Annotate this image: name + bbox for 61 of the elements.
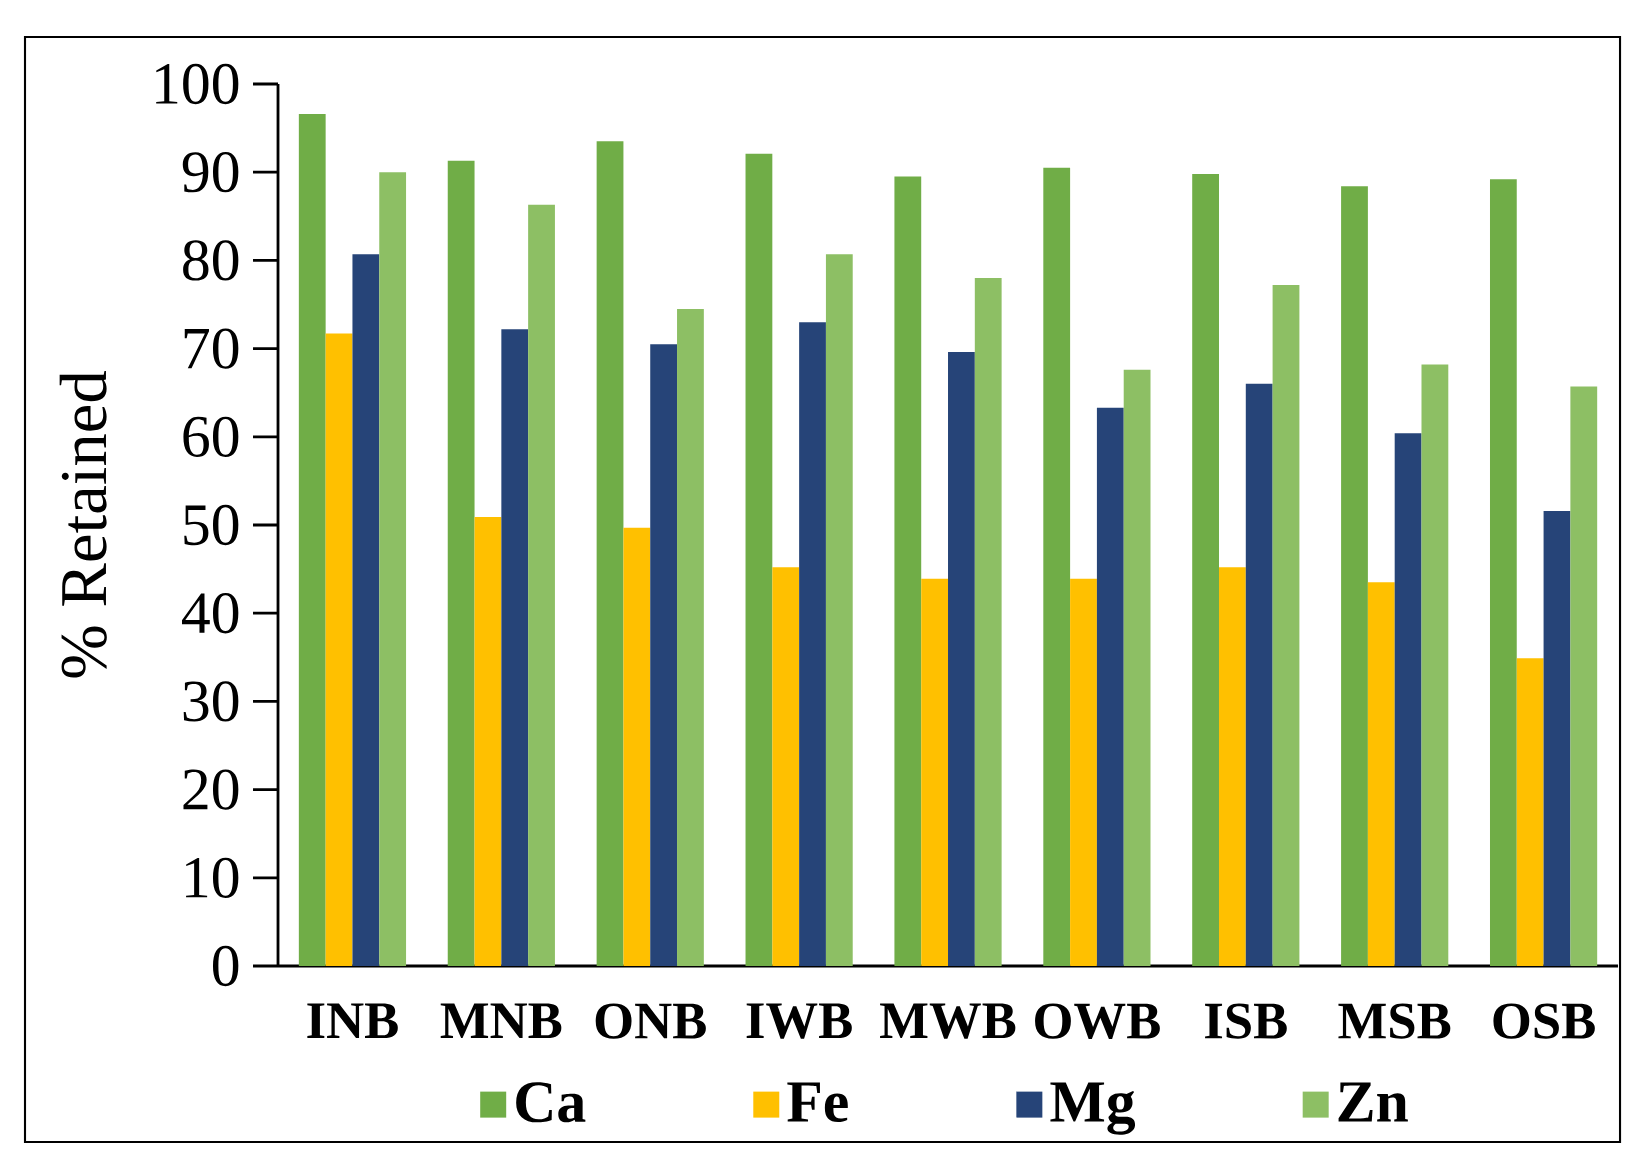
legend-label: Mg xyxy=(1050,1082,1136,1135)
y-tick-label: 10 xyxy=(186,857,239,898)
bar xyxy=(1192,173,1220,966)
y-tick-label: 60 xyxy=(183,416,239,457)
bar xyxy=(1245,383,1273,966)
x-tick-label: MNB xyxy=(440,1003,562,1039)
bar xyxy=(894,176,922,966)
legend-label: Zn xyxy=(1338,1082,1408,1122)
bar xyxy=(1341,186,1368,966)
x-tick-label: OWB xyxy=(1035,1003,1160,1040)
bar xyxy=(921,578,949,966)
y-tick-label: 0 xyxy=(212,945,239,987)
bar xyxy=(825,254,853,966)
bar xyxy=(1123,369,1151,966)
x-tick-label: MSB xyxy=(1338,1003,1451,1039)
bar xyxy=(501,329,529,966)
x-tick-label: ISB xyxy=(1205,1003,1287,1039)
bar xyxy=(447,160,475,966)
bar xyxy=(1070,578,1097,966)
bar xyxy=(528,204,555,966)
y-tick-label: 80 xyxy=(183,240,239,281)
bar xyxy=(1367,582,1395,966)
bar xyxy=(1421,364,1449,966)
bar xyxy=(1543,510,1571,966)
y-tick-label: 100 xyxy=(156,63,239,105)
bar xyxy=(325,333,353,966)
y-tick-label: 70 xyxy=(184,328,239,369)
bar xyxy=(1096,407,1124,966)
legend-label: Fe xyxy=(787,1082,848,1123)
bar xyxy=(1570,386,1598,966)
bar xyxy=(1272,285,1300,966)
y-tick-label: 90 xyxy=(182,152,239,193)
x-tick-label: ONB xyxy=(595,1003,706,1039)
bar xyxy=(974,278,1002,966)
bar xyxy=(745,153,773,966)
x-tick-label: IWB xyxy=(746,1003,852,1039)
x-tick-label: MWB xyxy=(880,1003,1016,1039)
bar xyxy=(677,308,704,966)
bar xyxy=(1489,179,1517,966)
bar xyxy=(1516,658,1544,966)
bar xyxy=(650,344,678,966)
y-axis-title: % Retained xyxy=(59,370,107,678)
bar xyxy=(474,517,502,966)
legend-label: Ca xyxy=(516,1082,586,1123)
x-tick-label: INB xyxy=(307,1003,398,1039)
y-tick-label: 50 xyxy=(184,504,239,546)
bar xyxy=(1394,433,1422,966)
bar xyxy=(623,527,651,966)
bar xyxy=(948,352,975,966)
y-tick-label: 20 xyxy=(183,769,239,810)
x-tick-label: OSB xyxy=(1493,1003,1595,1039)
bar xyxy=(1219,567,1246,966)
y-tick-label: 40 xyxy=(182,593,239,634)
bar xyxy=(379,172,407,966)
bar xyxy=(1043,167,1071,966)
bar xyxy=(298,113,326,966)
bar xyxy=(352,254,380,966)
bar xyxy=(596,141,624,966)
bar xyxy=(772,567,800,966)
y-tick-label: 30 xyxy=(183,681,239,722)
bar xyxy=(799,322,826,966)
